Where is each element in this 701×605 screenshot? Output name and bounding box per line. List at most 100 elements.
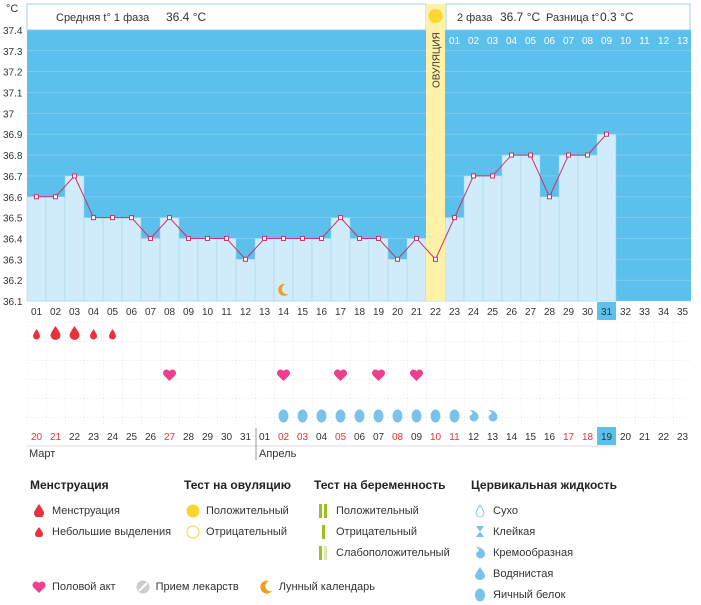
heart-icon (372, 369, 385, 381)
date-label: 16 (544, 432, 556, 443)
phase2-value: 36.7 °C (500, 10, 540, 24)
temperature-point (395, 256, 400, 262)
temperature-point (281, 235, 286, 241)
temperature-bar (254, 238, 275, 302)
temperature-point (167, 215, 172, 221)
temperature-bar (406, 238, 427, 302)
y-tick-label: 36.4 (3, 234, 23, 245)
cycle-day-label: 26 (506, 307, 518, 318)
temperature-bar (558, 154, 579, 302)
temperature-bar (216, 238, 237, 302)
creamy-drop-icon (471, 546, 489, 559)
cycle-day-label: 29 (563, 307, 575, 318)
y-tick-label: 36.9 (3, 130, 23, 141)
legend-menstruation: Менструация Менструация Небольшие выделе… (30, 478, 171, 542)
legend-fluid-creamy: Кремообразная (493, 546, 574, 559)
sun-icon (184, 504, 202, 518)
luteal-day-label: 08 (582, 36, 594, 47)
heart-icon (334, 369, 347, 381)
cycle-day-label: 01 (31, 307, 43, 318)
cycle-day-label: 17 (335, 307, 347, 318)
cycle-day-label: 18 (354, 307, 366, 318)
date-label: 19 (601, 432, 613, 443)
temperature-bar (577, 154, 598, 302)
legend-ovulation-title: Тест на овуляцию (184, 478, 291, 492)
small-drop-icon (33, 329, 40, 340)
drop-icon (30, 504, 48, 517)
temperature-bar (539, 196, 560, 302)
temperature-point (528, 152, 533, 158)
date-label: 06 (354, 432, 366, 443)
legend-pregnancy-positive: Положительный (336, 504, 419, 517)
luteal-day-label: 09 (601, 36, 613, 47)
temperature-point (604, 131, 609, 137)
temperature-point (490, 173, 495, 179)
drop-icon (69, 326, 80, 340)
temperature-bar (368, 238, 389, 302)
date-label: 17 (563, 432, 575, 443)
temperature-bar (64, 175, 85, 302)
date-label: 20 (31, 432, 43, 443)
egg-white-icon (335, 409, 346, 423)
cycle-day-label: 12 (240, 307, 252, 318)
date-label: 29 (202, 432, 214, 443)
cycle-day-label: 10 (202, 307, 214, 318)
legend-menstruation-item: Менструация (52, 504, 120, 517)
temperature-point (262, 235, 267, 241)
temperature-bar (83, 217, 104, 302)
ovulation-column (426, 4, 445, 301)
temperature-bar (520, 154, 541, 302)
cycle-day-label: 33 (639, 307, 651, 318)
moon-icon (257, 580, 275, 594)
date-label: 01 (259, 432, 271, 443)
egg-white-icon (316, 409, 327, 423)
date-label: 22 (658, 432, 670, 443)
temperature-point (509, 152, 514, 158)
temperature-point (72, 173, 77, 179)
temperature-point (129, 215, 134, 221)
legend-fluid-title: Цервикальная жидкость (471, 478, 618, 492)
egg-white-icon (449, 409, 460, 423)
egg-white-icon (354, 409, 365, 423)
cycle-day-label: 07 (145, 307, 157, 318)
cycle-day-label: 32 (620, 307, 632, 318)
temperature-point (110, 215, 115, 221)
cycle-day-label: 20 (392, 307, 404, 318)
diff-value: 0.3 °C (600, 10, 634, 24)
legend-spotting-item: Небольшие выделения (52, 525, 172, 538)
ovulation-sun-icon (428, 9, 443, 23)
temperature-bar (235, 259, 256, 302)
date-label: 22 (69, 432, 81, 443)
y-tick-label: 36.1 (3, 297, 23, 308)
cycle-day-label: 02 (50, 307, 62, 318)
date-label: 21 (639, 432, 651, 443)
cycle-day-label: 05 (107, 307, 119, 318)
temperature-point (300, 235, 305, 241)
date-label: 05 (335, 432, 347, 443)
cycle-day-label: 14 (278, 307, 290, 318)
symbol-grid (27, 322, 691, 426)
temperature-bar (596, 133, 617, 302)
temperature-bar (292, 238, 313, 302)
temperature-bar (102, 217, 123, 302)
date-label: 08 (392, 432, 404, 443)
cycle-day-label: 16 (316, 307, 328, 318)
cycle-day-label: 25 (487, 307, 499, 318)
temperature-bar (330, 217, 351, 302)
date-label: 26 (145, 432, 157, 443)
temperature-point (433, 256, 438, 262)
temperature-bar (463, 175, 484, 302)
date-label: 12 (468, 432, 480, 443)
egg-white-icon (278, 409, 289, 423)
legend-fluid-dry: Сухо (493, 504, 518, 517)
date-label: 24 (107, 432, 119, 443)
diff-label: Разница t° (546, 12, 599, 24)
y-tick-label: 37.1 (3, 89, 23, 100)
temperature-point (243, 256, 248, 262)
luteal-day-label: 10 (620, 36, 632, 47)
temperature-point (585, 152, 590, 158)
heart-icon (30, 581, 48, 593)
heart-icon (277, 369, 290, 381)
date-label: 18 (582, 432, 594, 443)
date-label: 27 (164, 432, 176, 443)
